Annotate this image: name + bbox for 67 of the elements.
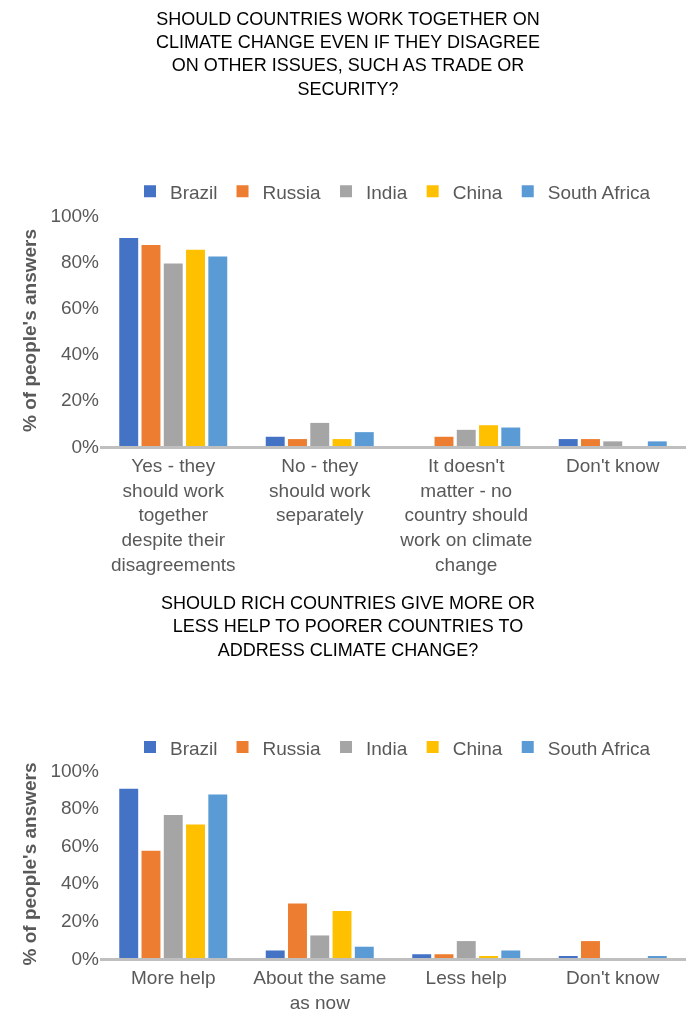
bar xyxy=(501,427,521,446)
legend-label: South Africa xyxy=(547,737,651,759)
y-tick-label: 60% xyxy=(60,834,100,856)
bar xyxy=(119,788,139,958)
bar xyxy=(163,815,183,958)
bar xyxy=(288,439,307,446)
y-tick-label: 40% xyxy=(60,343,100,365)
y-tick-label: 100% xyxy=(50,204,100,226)
bar xyxy=(354,946,374,958)
bar xyxy=(581,941,600,958)
bar xyxy=(186,249,205,446)
bar xyxy=(208,256,228,446)
legend-label: Russia xyxy=(262,737,322,759)
bar xyxy=(434,436,454,446)
x-tick-label: More help xyxy=(131,966,216,988)
y-axis-title: % of people's answers xyxy=(19,762,41,966)
x-tick-label: About the same as now xyxy=(253,966,387,1013)
bar xyxy=(558,439,578,446)
y-tick-label: 20% xyxy=(60,910,100,932)
y-tick-label: 80% xyxy=(60,250,100,272)
legend-label: China xyxy=(452,737,503,759)
bar xyxy=(265,436,285,446)
legend-label: Brazil xyxy=(170,181,218,203)
y-tick-label: 0% xyxy=(71,947,100,969)
bar xyxy=(581,439,600,446)
legend-label: China xyxy=(452,181,503,203)
y-tick-label: 80% xyxy=(60,797,100,819)
bar xyxy=(265,950,285,958)
bar xyxy=(456,429,476,446)
legend-label: India xyxy=(366,737,408,759)
legend-label: India xyxy=(366,181,408,203)
bar xyxy=(141,245,161,446)
bar xyxy=(310,422,330,446)
bar xyxy=(647,441,667,446)
y-tick-label: 100% xyxy=(50,759,100,781)
x-tick-label: Don't know xyxy=(566,966,660,988)
legend-label: Russia xyxy=(262,181,322,203)
bar xyxy=(141,850,161,958)
bar xyxy=(479,425,498,446)
legend-label: South Africa xyxy=(547,181,651,203)
bar xyxy=(434,954,454,958)
bar xyxy=(354,432,374,446)
y-tick-label: 40% xyxy=(60,872,100,894)
bar xyxy=(332,911,352,958)
x-tick-label: Don't know xyxy=(566,454,660,476)
chart-title: SHOULD RICH COUNTRIES GIVE MORE OR LESS HELP TO POORER COUNTRIES TO ADDRESS CLIMATE CHANGE? xyxy=(160,592,536,660)
bar xyxy=(310,935,330,958)
x-tick-label: No - they should work separately xyxy=(269,454,371,526)
chart-title: SHOULD COUNTRIES WORK TOGETHER ON CLIMATE CHANGE EVEN IF THEY DISAGREE ON OTHER ISSUES, SUCH AS TRADE OR SECURITY? xyxy=(155,8,541,99)
bar xyxy=(119,238,139,446)
y-tick-label: 0% xyxy=(71,435,100,457)
bar xyxy=(603,441,623,446)
x-tick-label: Yes - they should work together despite their disagreements xyxy=(110,454,236,575)
bar xyxy=(332,439,352,446)
bar xyxy=(208,794,228,958)
y-tick-label: 20% xyxy=(60,389,100,411)
bar xyxy=(163,263,183,446)
x-tick-label: Less help xyxy=(425,966,507,988)
bar xyxy=(412,954,432,958)
y-axis-title: % of people's answers xyxy=(19,228,41,433)
x-tick-label: It doesn't matter - no country should work on climate change xyxy=(399,454,533,575)
bar xyxy=(288,903,307,958)
legend-label: Brazil xyxy=(170,737,218,759)
bar xyxy=(186,824,205,958)
bar xyxy=(456,941,476,958)
bar xyxy=(501,950,521,958)
y-tick-label: 60% xyxy=(60,297,100,319)
